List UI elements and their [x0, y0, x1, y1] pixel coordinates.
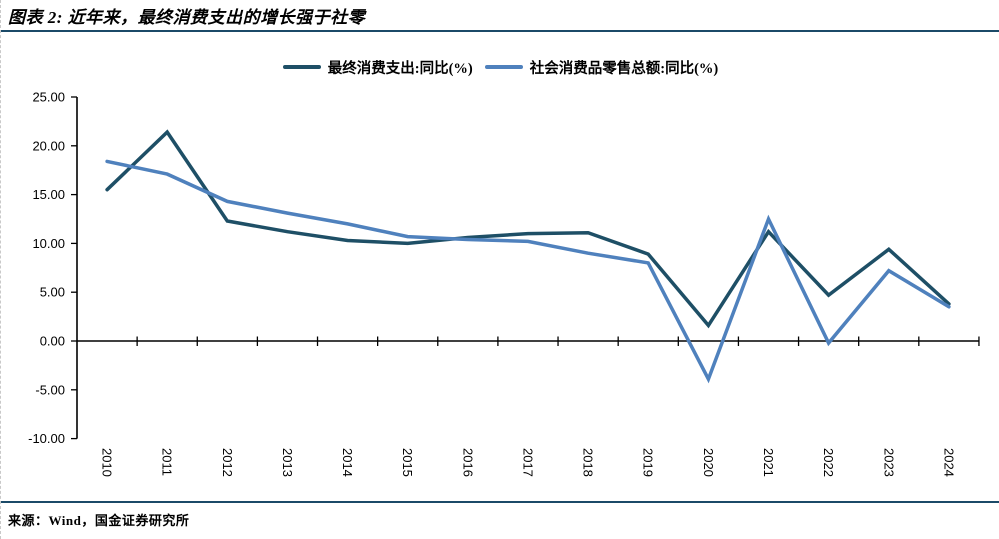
svg-text:2013: 2013 — [280, 448, 295, 477]
svg-text:-5.00: -5.00 — [35, 382, 65, 397]
svg-text:-10.00: -10.00 — [28, 431, 65, 446]
legend-line-swatch-light — [484, 65, 523, 69]
legend-line-swatch-dark — [282, 65, 321, 69]
svg-text:25.00: 25.00 — [32, 90, 65, 105]
svg-text:2024: 2024 — [941, 448, 956, 477]
svg-text:15.00: 15.00 — [32, 187, 65, 202]
figure-title: 图表 2: 近年来，最终消费支出的增长强于社零 — [8, 8, 366, 27]
svg-text:2015: 2015 — [400, 448, 415, 477]
svg-text:2017: 2017 — [520, 448, 535, 477]
svg-text:2021: 2021 — [761, 448, 776, 477]
svg-text:2023: 2023 — [881, 448, 896, 477]
svg-text:2014: 2014 — [340, 448, 355, 477]
svg-text:2018: 2018 — [581, 448, 596, 477]
svg-text:10.00: 10.00 — [32, 236, 65, 251]
svg-text:2016: 2016 — [460, 448, 475, 477]
svg-text:0.00: 0.00 — [40, 334, 65, 349]
footer-divider — [1, 501, 999, 503]
svg-text:2020: 2020 — [701, 448, 716, 477]
legend-label-retail-sales: 社会消费品零售总额:同比(%) — [529, 60, 719, 77]
header-divider — [1, 30, 999, 32]
source-note: 来源：Wind，国金证券研究所 — [8, 513, 190, 528]
legend-item-final-consumption: 最终消费支出:同比(%) — [282, 57, 473, 78]
svg-text:2012: 2012 — [220, 448, 235, 477]
svg-text:2010: 2010 — [100, 448, 115, 477]
svg-text:2022: 2022 — [821, 448, 836, 477]
svg-text:20.00: 20.00 — [32, 138, 65, 153]
chart-legend: 最终消费支出:同比(%) 社会消费品零售总额:同比(%) — [1, 56, 999, 78]
legend-label-final-consumption: 最终消费支出:同比(%) — [327, 60, 473, 77]
svg-text:5.00: 5.00 — [40, 285, 65, 300]
svg-text:2011: 2011 — [160, 448, 175, 476]
legend-item-retail-sales: 社会消费品零售总额:同比(%) — [484, 57, 719, 78]
svg-text:2019: 2019 — [641, 448, 656, 477]
